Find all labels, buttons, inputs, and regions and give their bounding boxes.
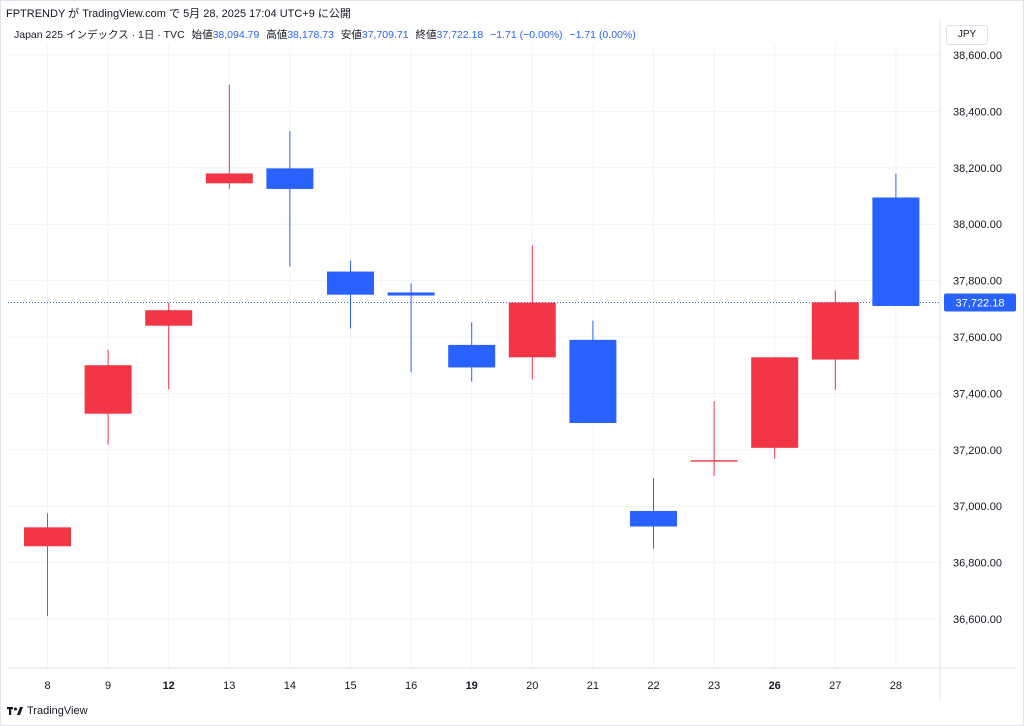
y-tick-label: 36,800.00 <box>953 558 1002 570</box>
x-tick-label: 16 <box>405 680 417 692</box>
x-tick-label: 23 <box>708 680 720 692</box>
candle[interactable] <box>205 84 253 189</box>
candle[interactable] <box>266 131 314 267</box>
y-tick-label: 37,600.00 <box>953 332 1002 344</box>
brand-name: TradingView <box>27 705 88 717</box>
y-tick-label: 37,400.00 <box>953 388 1002 400</box>
candle-body <box>205 173 253 184</box>
candle[interactable] <box>145 302 193 390</box>
y-tick-label: 38,400.00 <box>953 106 1002 118</box>
candle-body <box>569 339 617 424</box>
x-tick-label: 8 <box>44 680 50 692</box>
candle-body <box>448 344 496 368</box>
price-axis[interactable]: 36,600.00 36,800.00 37,000.00 37,200.00 37,4… <box>939 20 1016 700</box>
candle-body <box>266 168 314 189</box>
candle-body <box>327 271 374 295</box>
ohlc-legend: Japan 225 インデックス · 1日 · TVC 始値38,094.79 … <box>14 27 636 42</box>
y-tick-label: 37,800.00 <box>953 276 1002 288</box>
y-tick-label: 38,000.00 <box>953 219 1002 231</box>
x-tick-label: 28 <box>890 680 902 692</box>
candle[interactable] <box>872 173 920 307</box>
candle-body <box>84 365 132 414</box>
x-tick-label: 15 <box>344 680 356 692</box>
x-tick-label: 13 <box>223 680 235 692</box>
x-tick-label: 26 <box>769 680 781 692</box>
candle[interactable] <box>751 357 799 459</box>
time-axis[interactable]: 8 9 12 13 14 15 16 19 20 21 22 23 26 27 28 <box>8 667 1016 692</box>
x-tick-label: 20 <box>526 680 538 692</box>
y-tick-label: 37,000.00 <box>953 501 1002 513</box>
candle-body <box>24 527 71 547</box>
legend-low-label: 安値 <box>340 29 362 41</box>
legend-symbol[interactable]: Japan 225 インデックス · 1日 · TVC <box>14 29 185 41</box>
brand-footer[interactable]: TradingView <box>7 705 88 717</box>
tradingview-logo-icon <box>7 707 23 715</box>
legend-close-value: 37,722.18 <box>436 29 484 41</box>
candle-body <box>811 302 859 360</box>
currency-selector[interactable]: JPY <box>946 25 988 45</box>
candle[interactable] <box>811 290 859 391</box>
x-tick-label: 14 <box>284 680 296 692</box>
candle-body <box>145 310 193 326</box>
y-tick-label: 38,200.00 <box>953 163 1002 175</box>
legend-change: −1.71 (−0.00%) <box>490 29 563 41</box>
candle[interactable] <box>84 349 132 445</box>
legend-high-value: 38,178.73 <box>287 29 334 41</box>
x-tick-label: 21 <box>587 680 599 692</box>
candle[interactable] <box>327 260 374 329</box>
candle-body <box>872 197 920 306</box>
x-tick-label: 27 <box>829 680 841 692</box>
last-price-label: 37,722.18 <box>956 298 1005 310</box>
candle-body <box>690 460 738 462</box>
candle[interactable] <box>387 283 435 373</box>
publish-info: FPTRENDY が TradingView.com で 5月 28, 2025… <box>6 8 351 20</box>
candle[interactable] <box>630 478 677 549</box>
x-tick-label: 22 <box>647 680 659 692</box>
legend-high-label: 高値 <box>266 29 288 41</box>
candle[interactable] <box>690 401 738 477</box>
candles <box>24 84 920 617</box>
candle[interactable] <box>448 322 496 382</box>
candle-body <box>387 292 435 296</box>
y-tick-label: 37,200.00 <box>953 445 1002 457</box>
candle-body <box>508 302 556 358</box>
last-price-badge-bg <box>944 293 1016 312</box>
candle[interactable] <box>24 513 71 617</box>
candle[interactable] <box>508 245 556 380</box>
candle[interactable] <box>569 320 617 424</box>
legend-change-percent: −1.71 (0.00%) <box>569 29 636 41</box>
y-tick-label: 38,600.00 <box>953 50 1002 62</box>
legend-low-value: 37,709.71 <box>361 29 409 41</box>
y-tick-label: 36,600.00 <box>953 614 1002 626</box>
last-price-badge: 37,722.18 <box>944 293 1016 312</box>
x-tick-label: 19 <box>466 680 478 692</box>
x-tick-label: 12 <box>163 680 175 692</box>
x-tick-label: 9 <box>105 680 111 692</box>
candle-body <box>630 510 677 527</box>
candle-body <box>751 357 799 448</box>
legend-open-label: 始値 <box>191 29 213 41</box>
legend-close-label: 終値 <box>415 29 437 41</box>
legend-open-value: 38,094.79 <box>212 29 260 41</box>
